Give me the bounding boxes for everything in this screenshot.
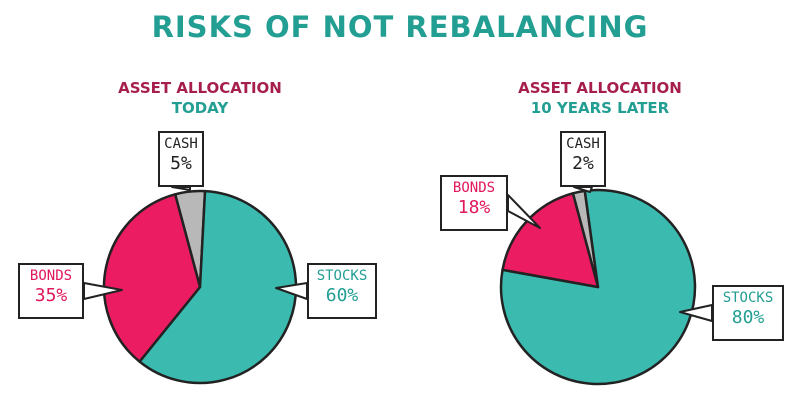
pie-chart-later [499, 186, 713, 386]
callout-cash-later: CASH 2% [560, 131, 606, 187]
chart-title-today: ASSET ALLOCATION TODAY [50, 78, 350, 118]
slice-name-stocks-later: STOCKS [722, 290, 774, 306]
slice-name-stocks-today: STOCKS [316, 268, 368, 284]
slice-label-cash-later: 2% [572, 153, 594, 174]
callout-pointer-cash-today [171, 186, 191, 191]
slice-label-bonds-today: 35% [34, 285, 68, 306]
pie-slice-stocks-today [138, 189, 298, 385]
slice-name-bonds-later: BONDS [452, 180, 496, 196]
slice-label-stocks-later: 80% [731, 307, 765, 328]
page-title: RISKS OF NOT REBALANCING [151, 10, 649, 44]
slice-label-cash-today: 5% [170, 153, 192, 174]
callout-cash-today: CASH 5% [158, 131, 204, 187]
slice-label-bonds-later: 18% [457, 197, 491, 218]
chart-title-later: ASSET ALLOCATION 10 YEARS LATER [450, 78, 750, 118]
slice-label-stocks-today: 60% [325, 285, 359, 306]
callout-pointer-bonds-today [83, 282, 123, 300]
callout-stocks-today: STOCKS 60% [307, 263, 377, 319]
callout-pointer-cash-later [573, 186, 593, 193]
chart-title-today-line2: TODAY [171, 99, 229, 117]
slice-name-cash-later: CASH [566, 136, 600, 152]
slice-name-bonds-today: BONDS [29, 268, 73, 284]
chart-title-today-line1: ASSET ALLOCATION [118, 79, 282, 97]
pie-slice-bonds-today [102, 193, 202, 363]
chart-title-later-line2: 10 YEARS LATER [530, 99, 670, 117]
callout-pointer-bonds-later [507, 194, 541, 229]
callout-bonds-today: BONDS 35% [18, 263, 84, 319]
slice-name-cash-today: CASH [164, 136, 198, 152]
pie-chart-today [83, 186, 308, 385]
callout-stocks-later: STOCKS 80% [712, 285, 784, 341]
callout-bonds-later: BONDS 18% [440, 175, 508, 231]
chart-title-later-line1: ASSET ALLOCATION [518, 79, 682, 97]
